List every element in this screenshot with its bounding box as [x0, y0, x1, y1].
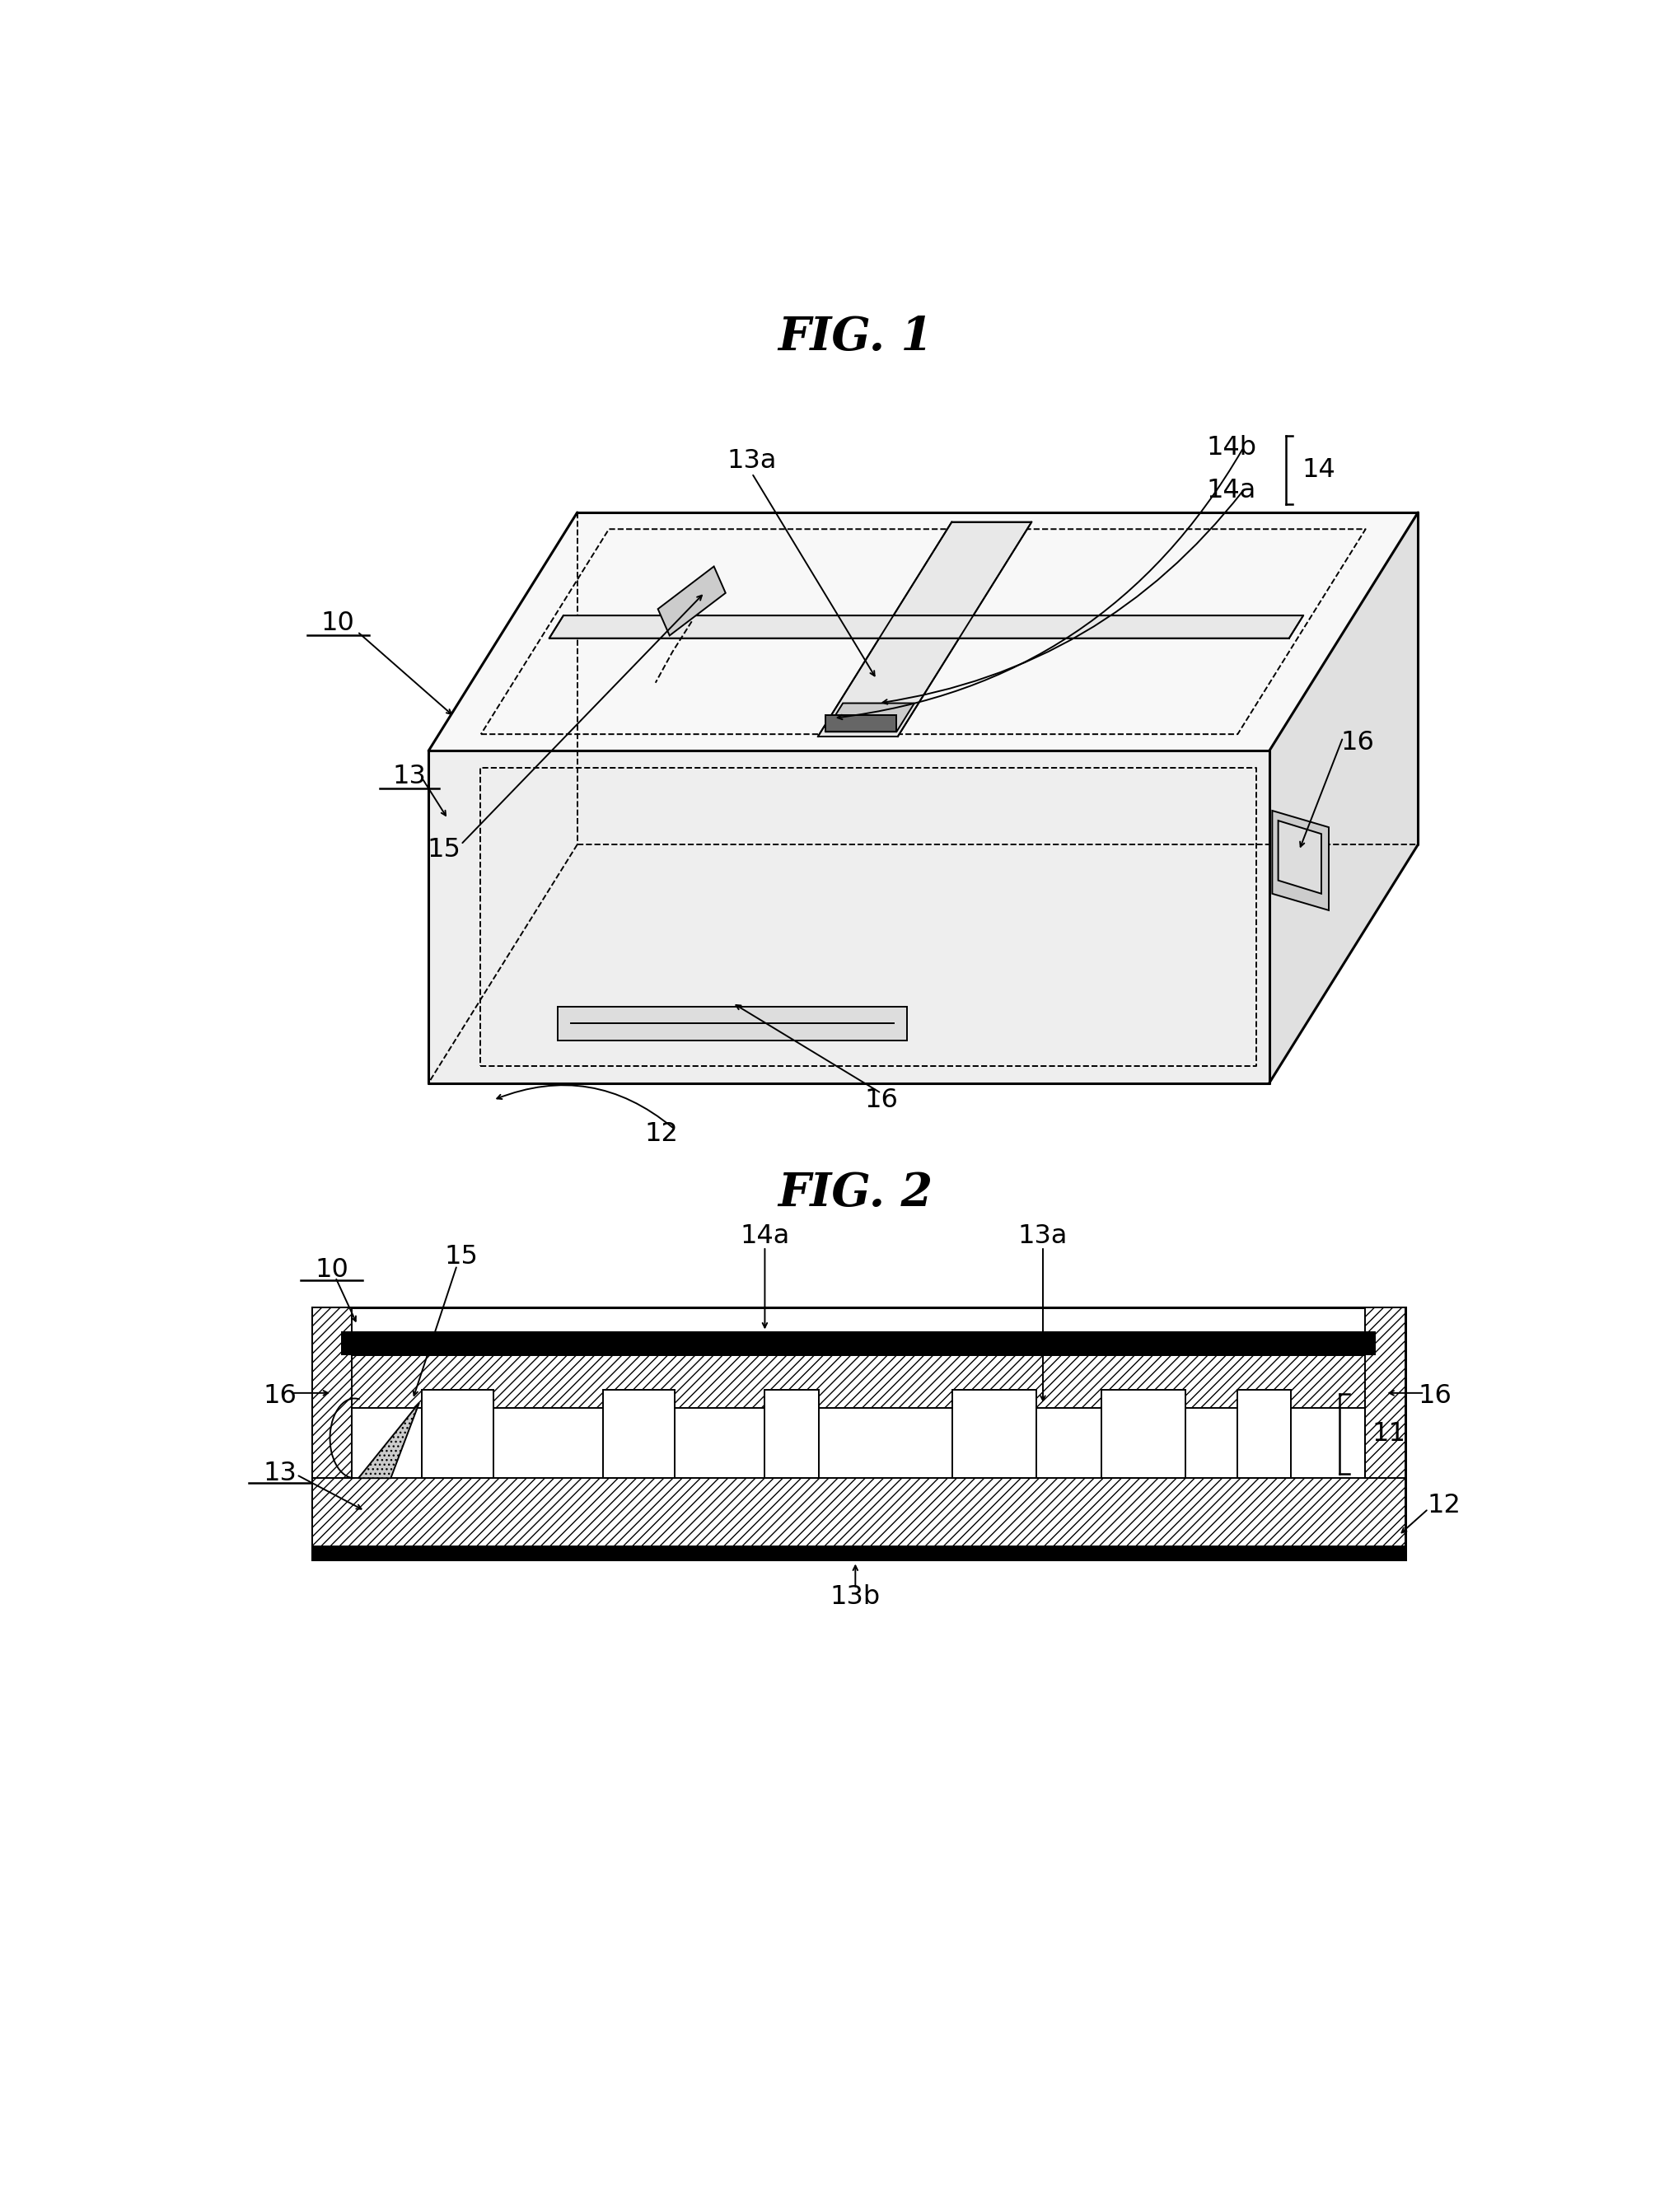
Polygon shape — [658, 566, 726, 635]
Polygon shape — [1272, 810, 1329, 911]
Polygon shape — [429, 750, 1270, 1084]
Text: 14a: 14a — [739, 1223, 789, 1250]
Bar — [1102, 1389, 1185, 1478]
Polygon shape — [1270, 513, 1419, 1084]
Text: 16: 16 — [264, 1385, 297, 1409]
Bar — [312, 1307, 1405, 1559]
Bar — [340, 1356, 1377, 1409]
Text: 13b: 13b — [829, 1584, 881, 1610]
Bar — [953, 1389, 1036, 1478]
Text: 14: 14 — [1302, 458, 1335, 482]
Text: 10: 10 — [320, 611, 355, 635]
Bar — [312, 1307, 352, 1478]
Text: 14b: 14b — [1207, 436, 1257, 460]
Bar — [312, 1546, 1405, 1559]
Bar — [422, 1389, 494, 1478]
Text: 14a: 14a — [1207, 478, 1257, 502]
Text: 10: 10 — [315, 1259, 349, 1283]
Text: 13: 13 — [392, 763, 426, 790]
Bar — [603, 1389, 674, 1478]
Polygon shape — [359, 1402, 419, 1478]
Polygon shape — [557, 1006, 908, 1040]
Text: 13: 13 — [264, 1460, 297, 1486]
Text: 16: 16 — [1340, 730, 1374, 754]
Polygon shape — [549, 615, 1303, 639]
Text: 12: 12 — [644, 1121, 678, 1146]
Text: 15: 15 — [444, 1243, 477, 1270]
Text: 12: 12 — [1427, 1493, 1460, 1517]
Bar — [312, 1478, 1405, 1559]
Bar — [1365, 1307, 1405, 1478]
Polygon shape — [824, 703, 915, 732]
Bar — [340, 1332, 1377, 1356]
Polygon shape — [824, 714, 896, 732]
Text: FIG. 1: FIG. 1 — [778, 314, 933, 361]
Text: FIG. 2: FIG. 2 — [778, 1170, 933, 1217]
Bar — [1237, 1389, 1292, 1478]
Text: 16: 16 — [865, 1088, 898, 1113]
Text: 11: 11 — [1372, 1420, 1405, 1447]
Polygon shape — [429, 513, 1419, 750]
Bar — [764, 1389, 819, 1478]
Polygon shape — [818, 522, 1031, 737]
Text: 13a: 13a — [1018, 1223, 1068, 1250]
Text: 13a: 13a — [728, 449, 776, 473]
Text: 15: 15 — [427, 836, 461, 863]
Polygon shape — [1278, 821, 1322, 894]
Text: 16: 16 — [1419, 1385, 1452, 1409]
